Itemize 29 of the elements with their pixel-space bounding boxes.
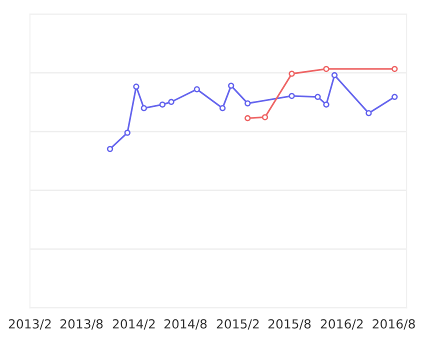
point xyxy=(106,146,114,152)
point xyxy=(323,66,330,72)
x-tick-label: 2014/2 xyxy=(112,319,155,330)
point xyxy=(133,84,140,90)
point xyxy=(262,114,268,120)
x-tick-label: 2013/2 xyxy=(8,319,51,330)
point xyxy=(228,82,234,89)
point xyxy=(288,70,295,77)
point xyxy=(159,101,166,108)
point xyxy=(392,94,398,100)
x-tick-label: 2015/2 xyxy=(216,319,259,330)
x-tick-label: 2015/8 xyxy=(268,319,311,330)
point xyxy=(392,66,398,72)
point xyxy=(194,86,200,92)
point xyxy=(244,100,251,106)
point xyxy=(288,92,295,100)
point xyxy=(314,94,321,100)
x-tick-label: 2013/8 xyxy=(60,319,103,330)
point xyxy=(168,98,174,106)
point xyxy=(219,105,226,112)
point xyxy=(366,110,372,116)
x-tick-label: 2014/8 xyxy=(164,319,207,330)
x-tick-label: 2016/2 xyxy=(320,319,363,330)
point xyxy=(331,72,338,78)
point xyxy=(244,115,251,122)
point xyxy=(124,130,131,136)
x-tick-label: 2016/8 xyxy=(372,319,415,330)
point xyxy=(140,105,148,112)
point xyxy=(323,101,330,108)
